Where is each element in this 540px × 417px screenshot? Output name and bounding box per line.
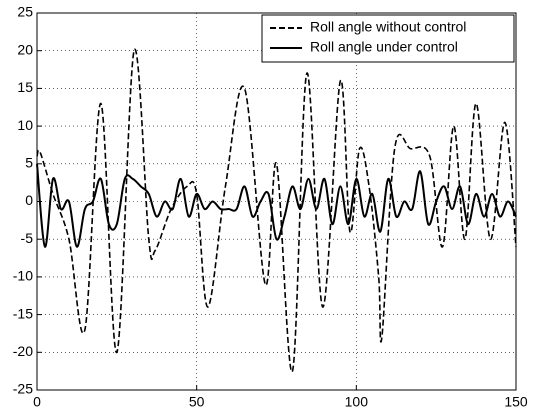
legend-label: Roll angle under control [310, 39, 458, 55]
y-tick-label: 25 [17, 4, 33, 20]
legend-box [261, 14, 515, 63]
series-line [36, 163, 517, 248]
x-tick-label: 50 [189, 394, 205, 410]
plot-area [37, 13, 516, 390]
x-tick-label: 0 [33, 394, 41, 410]
y-tick-label: 20 [17, 41, 33, 57]
x-tick-label: 150 [504, 394, 528, 410]
series-line [36, 48, 517, 373]
y-tick-label: 5 [25, 155, 33, 171]
y-tick-label: -15 [13, 305, 33, 321]
y-tick-label: 0 [25, 192, 33, 208]
y-tick-label: 15 [17, 79, 33, 95]
y-tick-label: -25 [13, 381, 33, 397]
legend-label: Roll angle without control [310, 19, 466, 35]
y-tick-label: -5 [21, 230, 34, 246]
y-tick-label: -10 [13, 268, 33, 284]
y-tick-label: -20 [13, 343, 33, 359]
y-tick-label: 10 [17, 117, 33, 133]
axes-box [36, 12, 517, 391]
x-tick-label: 100 [345, 394, 369, 410]
